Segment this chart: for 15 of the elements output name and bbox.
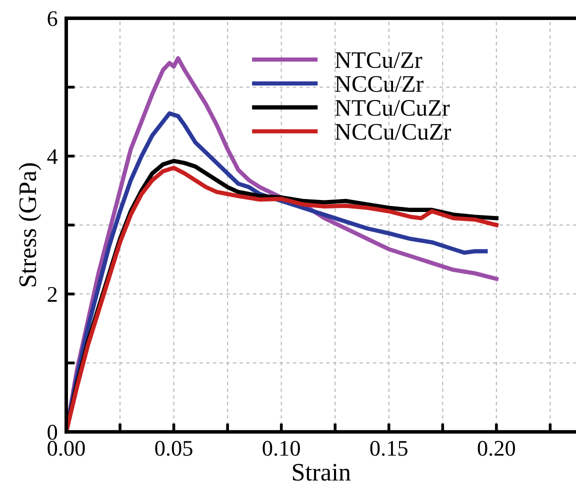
x-tick-label: 0.05 xyxy=(155,440,192,456)
y-tick-label: 6 xyxy=(48,11,58,26)
y-axis-title: Stress (GPa) xyxy=(18,163,42,286)
x-tick-label: 0.15 xyxy=(370,440,408,456)
y-tick-label: 4 xyxy=(47,149,58,164)
x-tick-label: 0.20 xyxy=(478,440,516,456)
y-tick-label: 2 xyxy=(48,286,57,302)
legend-label: NTCu/Zr xyxy=(335,52,422,68)
x-tick-label: 0.10 xyxy=(262,440,300,456)
legend-label: NTCu/CuZr xyxy=(335,100,450,116)
legend-label: NCCu/CuZr xyxy=(335,124,451,140)
x-tick-label: 0.00 xyxy=(48,440,85,456)
y-tick-label: 0 xyxy=(48,424,58,440)
legend-label: NCCu/Zr xyxy=(335,76,424,92)
x-axis-title: Strain xyxy=(292,464,351,481)
